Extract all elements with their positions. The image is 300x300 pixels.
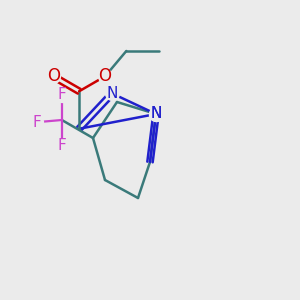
Text: N: N [150, 106, 162, 122]
Text: N: N [150, 106, 162, 122]
Text: F: F [57, 87, 66, 102]
Text: O: O [99, 67, 112, 85]
Text: F: F [32, 115, 41, 130]
Text: N: N [106, 86, 118, 101]
Text: F: F [57, 138, 66, 153]
Text: O: O [47, 67, 60, 85]
